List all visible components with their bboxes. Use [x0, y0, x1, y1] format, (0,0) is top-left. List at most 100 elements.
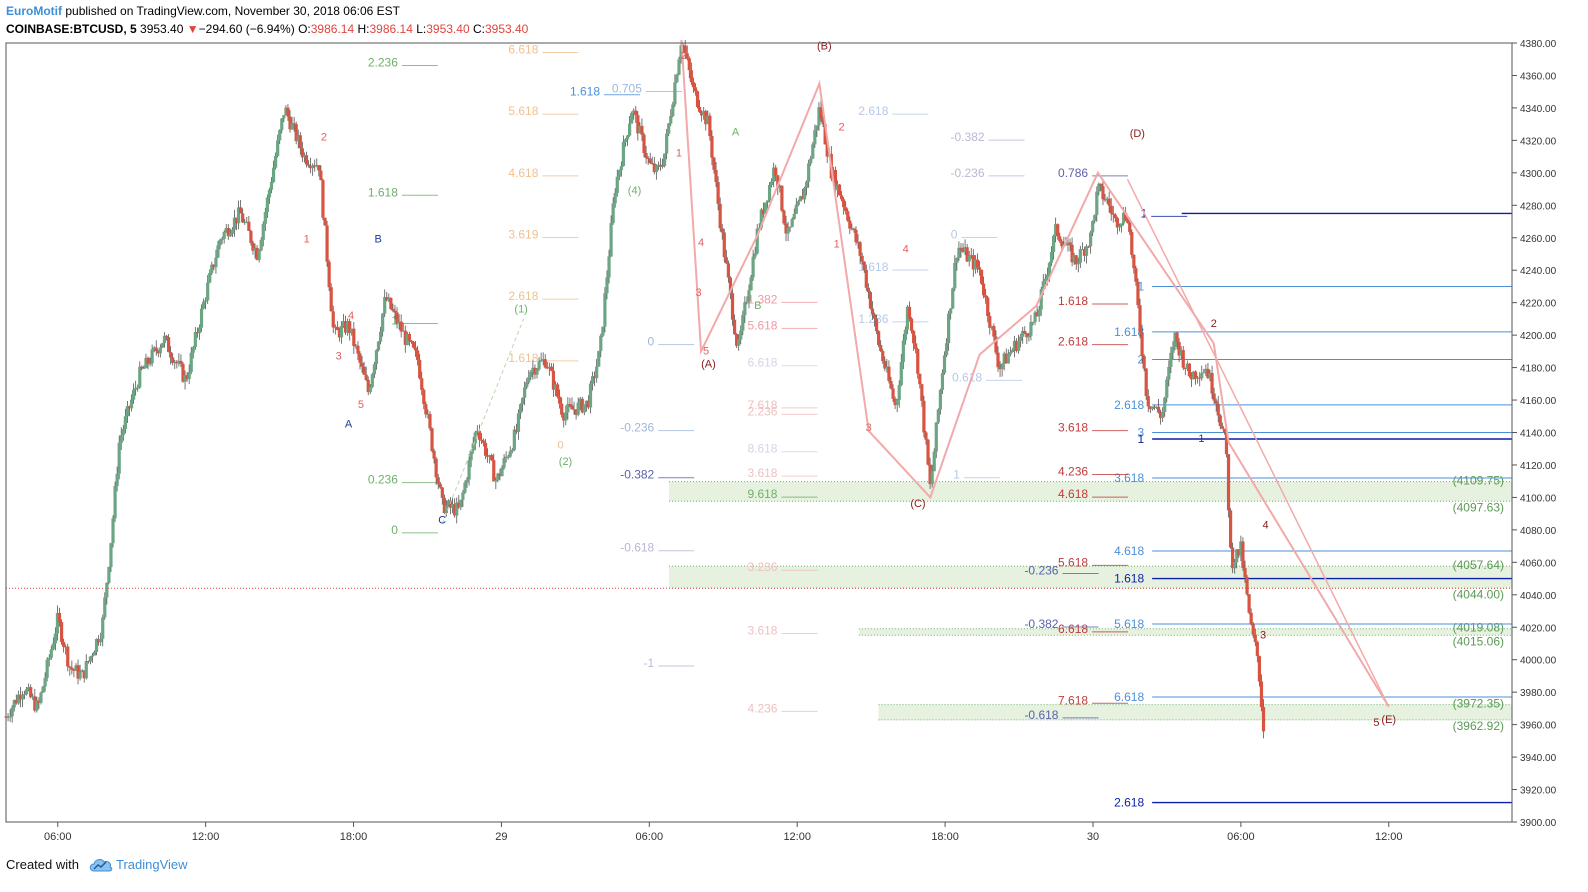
fib-label: 4.618	[1058, 487, 1088, 501]
candle-body	[1237, 549, 1241, 556]
fib-label: 4.236	[747, 701, 777, 715]
candle-body	[802, 187, 807, 200]
candle-body	[41, 686, 45, 693]
candle-body	[125, 406, 130, 417]
price-chart[interactable]: (4109.75) (4097.63) (4057.64) (4044.00) (401…	[0, 40, 1588, 850]
candle-body	[767, 184, 772, 201]
candle-body	[424, 404, 428, 415]
candle-body	[1056, 224, 1060, 237]
fib-label: 2.236	[368, 55, 398, 69]
candle-body	[907, 306, 912, 319]
publisher-name[interactable]: EuroMotif	[6, 4, 62, 18]
candle-body	[302, 155, 307, 158]
candle-body	[350, 328, 354, 334]
candle-body	[959, 247, 963, 250]
wave-dashed-line	[441, 318, 525, 524]
candle-body	[780, 185, 784, 211]
candle-body	[685, 53, 689, 59]
candle-body	[621, 141, 626, 167]
candle-body	[453, 504, 457, 516]
candle-body	[385, 297, 389, 301]
candle-body	[1142, 355, 1146, 369]
candle-body	[1212, 393, 1216, 401]
candle-body	[712, 157, 716, 170]
ohlc-open-label: O:	[298, 22, 311, 36]
candle-body	[459, 499, 463, 508]
candle-body	[18, 694, 23, 700]
candle-body	[1148, 406, 1152, 410]
candle-body	[469, 450, 473, 461]
candle-body	[792, 213, 796, 219]
candle-body	[518, 404, 523, 414]
candle-body	[1165, 379, 1169, 398]
candle-body	[339, 325, 344, 338]
candle-body	[271, 167, 276, 183]
candle-body	[1187, 363, 1192, 377]
support-zones: (4109.75) (4097.63) (4057.64) (4044.00) (401…	[669, 474, 1512, 733]
candle-body	[928, 464, 932, 485]
candle-body	[1245, 577, 1249, 595]
candle-body	[64, 646, 68, 648]
candle-body	[1247, 594, 1251, 613]
candle-body	[1109, 205, 1113, 214]
candle-body	[702, 111, 706, 116]
candle-body	[387, 297, 391, 301]
candle-body	[1163, 397, 1167, 412]
candle-body	[214, 257, 218, 268]
wave-label: B	[754, 300, 761, 312]
candle-body	[245, 221, 249, 223]
candle-body	[498, 473, 502, 477]
candle-body	[177, 360, 181, 364]
candle-body	[667, 123, 671, 134]
candle-body	[504, 456, 508, 459]
candle-body	[92, 651, 97, 656]
candle-body	[967, 255, 971, 262]
candle-body	[1189, 376, 1194, 380]
candle-body	[1035, 312, 1039, 317]
candle-body	[660, 165, 665, 167]
candle-body	[346, 321, 350, 333]
candle-body	[1010, 349, 1015, 353]
candle-body	[570, 405, 574, 410]
candle-body	[868, 292, 873, 309]
candle-body	[10, 707, 14, 717]
candle-body	[1181, 350, 1185, 368]
candle-body	[716, 182, 720, 204]
candle-body	[360, 362, 364, 367]
candle-body	[813, 130, 817, 145]
candle-body	[728, 277, 733, 294]
candle-body	[485, 455, 490, 457]
candle-body	[735, 334, 739, 346]
candle-body	[166, 337, 171, 353]
candle-body	[926, 439, 930, 465]
wave-projection-line	[1126, 178, 1390, 708]
y-tick-label: 4340.00	[1520, 104, 1557, 115]
candle-body	[1039, 289, 1043, 310]
wave-label: (A)	[701, 359, 716, 371]
x-tick-label: 12:00	[1375, 831, 1403, 843]
candle-body	[1033, 312, 1037, 322]
candle-body	[488, 455, 492, 457]
price-change: −294.60 (−6.94%)	[198, 22, 295, 36]
candle-body	[374, 350, 379, 365]
candle-body	[1253, 634, 1257, 642]
fib-line-label: 6.618	[1114, 690, 1144, 704]
candle-body	[306, 164, 311, 166]
wave-label: 4	[698, 237, 704, 249]
tradingview-cloud-icon[interactable]	[88, 856, 114, 879]
candle-body	[1216, 403, 1220, 416]
tradingview-brand[interactable]: TradingView	[116, 857, 188, 872]
fib-label: 1.618	[368, 185, 398, 199]
fib-line-label: 2.618	[1114, 796, 1144, 810]
support-zone	[858, 628, 1512, 636]
candle-body	[1006, 354, 1010, 364]
fib-label: -0.236	[620, 421, 654, 435]
candle-body	[562, 414, 566, 421]
candle-body	[413, 347, 418, 351]
candle-body	[1049, 252, 1054, 263]
candle-body	[944, 343, 949, 356]
candle-body	[399, 321, 403, 332]
candle-body	[179, 360, 183, 364]
candle-body	[786, 227, 790, 234]
candle-body	[201, 301, 206, 309]
